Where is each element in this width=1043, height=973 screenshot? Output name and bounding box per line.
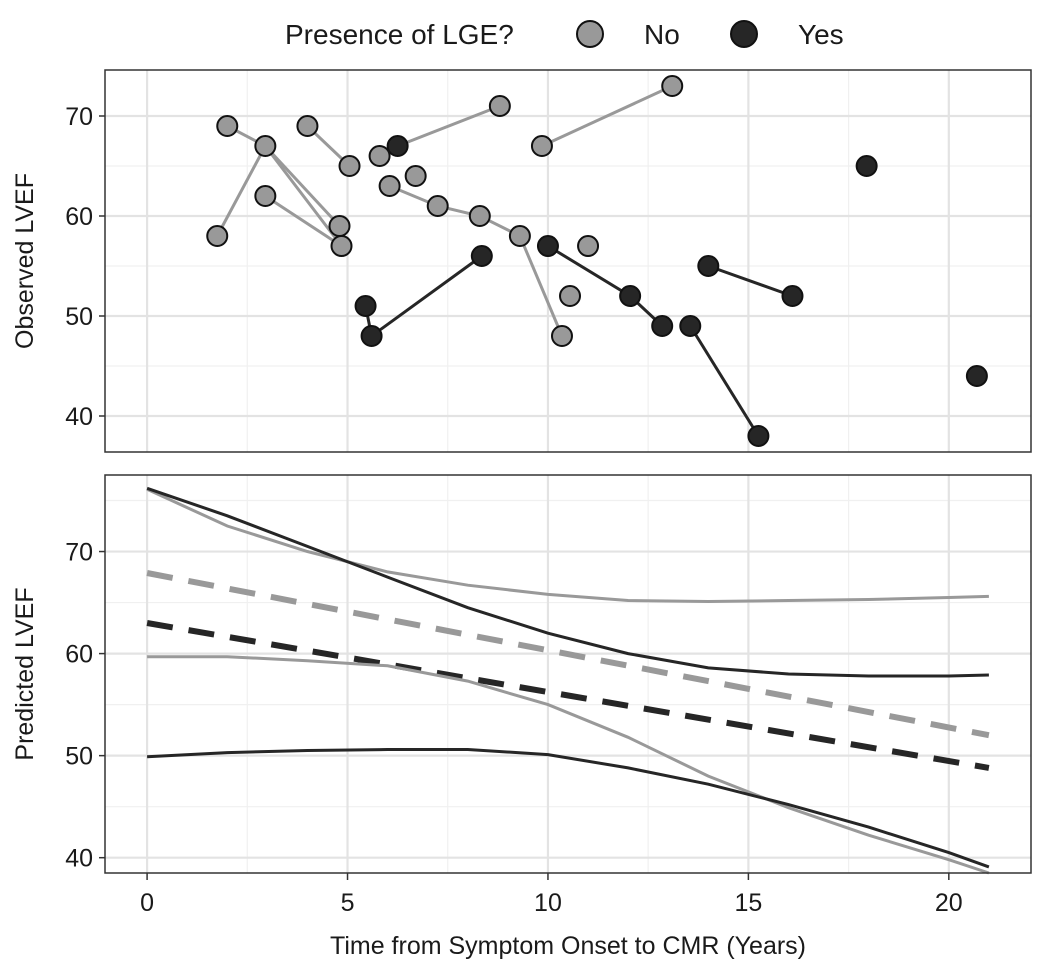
y-tick-label: 50	[65, 303, 93, 331]
y-tick-label: 70	[65, 539, 93, 567]
predicted-panel-background	[105, 475, 1031, 873]
observed-point-yes	[386, 135, 409, 157]
y-tick-label: 60	[65, 203, 93, 231]
observed-point-yes	[536, 235, 559, 257]
observed-point-yes	[354, 295, 377, 317]
x-tick-label: 0	[140, 889, 154, 917]
y-tick-label: 40	[65, 403, 93, 431]
observed-panel-border	[104, 69, 1032, 453]
predicted-upper-yes	[146, 486, 989, 678]
observed-point-no	[488, 95, 511, 117]
observed-point-no	[508, 225, 531, 247]
observed-point-no	[404, 165, 427, 187]
observed-point-yes	[651, 315, 674, 337]
legend-marker-yes	[730, 20, 758, 48]
predicted-lvef-panel: 40 50 60 70 Predicted LVEF	[11, 474, 1032, 875]
observed-point-no	[368, 145, 391, 167]
legend-label-yes: Yes	[798, 19, 844, 50]
predicted-y-axis-label: Predicted LVEF	[11, 587, 39, 760]
observed-point-no	[206, 225, 229, 247]
observed-grid	[105, 70, 1031, 452]
observed-point-yes	[679, 315, 702, 337]
observed-point-no	[468, 205, 491, 227]
observed-point-no	[296, 115, 319, 137]
legend-title: Presence of LGE?	[285, 19, 514, 50]
observed-point-no	[216, 115, 239, 137]
predicted-upper-no	[146, 487, 989, 604]
observed-point-no	[426, 195, 449, 217]
predicted-panel-border	[104, 474, 1032, 874]
observed-panel-background	[105, 70, 1031, 452]
observed-point-no	[559, 285, 582, 307]
predicted-lines	[146, 486, 990, 875]
observed-connector-yes	[689, 325, 760, 437]
observed-point-yes	[470, 245, 493, 267]
predicted-fit-no	[146, 570, 990, 739]
observed-point-no	[328, 215, 351, 237]
y-tick-label: 70	[65, 103, 93, 131]
observed-point-yes	[781, 285, 804, 307]
y-tick-label: 50	[65, 743, 93, 771]
observed-point-yes	[747, 425, 770, 447]
observed-point-no	[577, 235, 600, 257]
observed-point-yes	[619, 285, 642, 307]
predicted-y-ticks: 40 50 60 70	[65, 539, 105, 873]
observed-connector-no	[397, 104, 501, 148]
x-axis-label: Time from Symptom Onset to CMR (Years)	[330, 932, 806, 960]
predicted-fit-yes	[146, 620, 990, 771]
x-tick-label: 15	[734, 889, 762, 917]
observed-point-no	[254, 135, 277, 157]
observed-point-yes	[855, 155, 878, 177]
observed-point-no	[378, 175, 401, 197]
legend-marker-no	[576, 20, 604, 48]
observed-y-ticks: 40 50 60 70	[65, 103, 105, 431]
legend: Presence of LGE? No Yes	[285, 19, 844, 50]
y-tick-label: 40	[65, 845, 93, 873]
observed-lvef-panel: 40 50 60 70 Observed LVEF	[11, 69, 1032, 453]
x-tick-label: 20	[935, 889, 963, 917]
x-tick-label: 10	[534, 889, 562, 917]
x-tick-label: 5	[341, 889, 355, 917]
observed-connector-no	[264, 194, 343, 248]
observed-connector-yes	[707, 264, 794, 298]
observed-point-no	[330, 235, 353, 257]
observed-point-yes	[697, 255, 720, 277]
observed-point-yes	[360, 325, 383, 347]
observed-point-no	[550, 325, 573, 347]
legend-label-no: No	[644, 19, 680, 50]
observed-connector-no	[541, 84, 673, 148]
observed-point-no	[254, 185, 277, 207]
predicted-lower-yes	[147, 748, 990, 869]
observed-point-no	[338, 155, 361, 177]
y-tick-label: 60	[65, 641, 93, 669]
observed-point-no	[530, 135, 553, 157]
observed-y-axis-label: Observed LVEF	[11, 173, 39, 349]
x-axis-ticks: 0 5 10 15 20	[140, 873, 963, 917]
observed-point-no	[661, 75, 684, 97]
observed-points	[206, 75, 988, 447]
observed-point-yes	[965, 365, 988, 387]
predicted-lower-no	[147, 655, 990, 875]
observed-connector-no	[264, 144, 341, 228]
